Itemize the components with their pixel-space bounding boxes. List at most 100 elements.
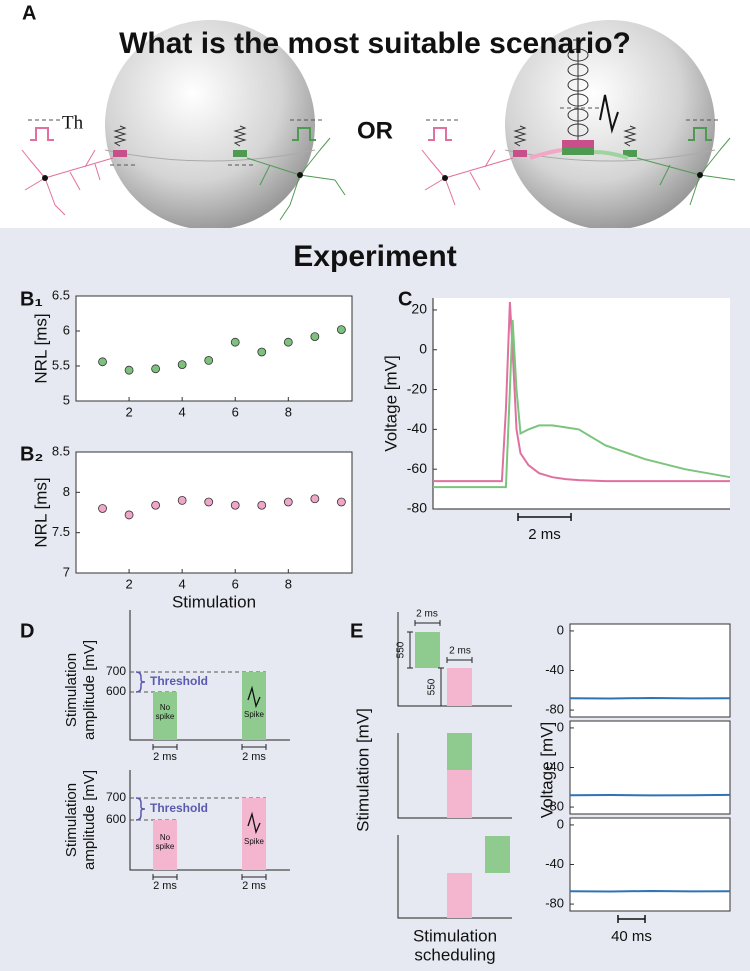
level-label: 700 (106, 664, 126, 678)
panel-label: B₁ (20, 288, 43, 310)
stimulus-diagram (129, 770, 290, 871)
panel-label: B₂ (20, 443, 43, 465)
y-tick-label: 7.5 (52, 524, 70, 539)
data-point (310, 494, 320, 504)
y-axis-label: NRL [ms] (31, 477, 50, 547)
y-axis-label: Stimulation [mV] (353, 708, 372, 832)
no-spike-label: No (160, 833, 171, 842)
x-tick-label: 4 (179, 576, 186, 591)
y-axis-label: Voltage [mV] (381, 355, 400, 451)
x-tick-label: 8 (285, 576, 292, 591)
panel-a-art (504, 149, 716, 162)
y-tick-label: 7 (63, 564, 70, 579)
schedule-diagram (447, 873, 472, 918)
schedule-diagram (397, 612, 512, 707)
amplitude-label: 550 (396, 641, 407, 658)
data-point (257, 347, 267, 357)
stimulus-diagram (152, 744, 267, 750)
schedule-diagram (447, 733, 472, 770)
data-point (230, 337, 240, 347)
y-tick-label: -20 (407, 380, 427, 396)
data-line (569, 889, 731, 893)
scale-bar-label: 40 ms (611, 928, 652, 945)
y-tick-label: 6 (63, 322, 70, 337)
y-tick-label: 8.5 (52, 443, 70, 458)
schedule-diagram (407, 620, 473, 707)
x-tick-label: 6 (232, 404, 239, 419)
panel-label: D (20, 620, 34, 642)
plot-area (433, 298, 730, 509)
panel-a-art (599, 94, 619, 134)
stimulus-diagram (247, 685, 261, 709)
panel-a-art (113, 125, 127, 147)
panel-title: What is the most suitable scenario? (119, 27, 631, 60)
schedule-diagram (447, 668, 472, 706)
y-tick-label: -40 (545, 759, 564, 774)
panel-a-art (688, 127, 712, 141)
stimulus-diagram (152, 874, 267, 880)
x-axis-label: Stimulation (413, 926, 497, 945)
x-tick-label: 2 (125, 404, 132, 419)
schedule-diagram (397, 612, 512, 919)
panel-a-art (513, 125, 527, 147)
stimulus-diagram (135, 671, 146, 693)
duration-label: 2 ms (242, 880, 266, 892)
data-point (151, 500, 161, 510)
data-line (569, 696, 731, 700)
panel-a-art (442, 175, 448, 181)
data-point (336, 497, 346, 507)
panel-a-art (233, 150, 247, 157)
amplitude-label: 550 (427, 678, 438, 695)
panel-a-art (697, 172, 703, 178)
data-point (177, 495, 187, 505)
data-point (283, 337, 293, 347)
stimulus-diagram (129, 610, 290, 880)
y-tick-label: 6.5 (52, 287, 70, 302)
duration-label: 2 ms (153, 751, 177, 763)
y-tick-label: 0 (419, 340, 427, 356)
stimulus-diagram (242, 672, 266, 740)
y-tick-label: 8 (63, 484, 70, 499)
data-line (569, 793, 731, 797)
y-tick-label: 5 (63, 392, 70, 407)
data-point (204, 497, 214, 507)
panel-a-art (233, 125, 247, 147)
panel-a-art (21, 149, 114, 216)
y-axis-label: amplitude [mV] (81, 770, 98, 870)
threshold-label: Th (62, 112, 84, 133)
stimulus-diagram (153, 692, 177, 740)
panel-label: C (398, 288, 412, 310)
scale-bar-label: 2 ms (528, 526, 561, 543)
x-axis-label: scheduling (414, 945, 495, 964)
scale-bar (617, 915, 646, 923)
threshold-label: Threshold (150, 674, 208, 688)
stimulus-diagram (135, 797, 146, 821)
panel-a-art (513, 150, 527, 157)
data-point (98, 504, 107, 513)
panel-a-art (593, 150, 629, 160)
y-tick-label: -80 (545, 896, 564, 911)
level-label: 600 (106, 684, 126, 698)
spike-label: Spike (244, 837, 265, 846)
x-tick-label: 4 (179, 404, 186, 419)
y-tick-label: 5.5 (52, 357, 70, 372)
panel-a-art (529, 148, 563, 160)
y-tick-label: 0 (557, 816, 564, 831)
data-line (433, 301, 730, 483)
panel-a-art (567, 39, 589, 137)
data-point (124, 510, 134, 520)
section-title: Experiment (293, 240, 456, 273)
y-tick-label: -40 (545, 856, 564, 871)
stimulus-diagram (242, 798, 266, 870)
schedule-diagram (415, 632, 440, 668)
stimulus-diagram (129, 610, 290, 741)
y-tick-label: -80 (407, 500, 427, 516)
y-axis-label: amplitude [mV] (81, 640, 98, 740)
scale-bar (517, 513, 572, 521)
y-tick-label: 20 (411, 301, 427, 317)
panel-a-art (105, 20, 315, 230)
panel-a-art (292, 127, 316, 141)
y-tick-label: -80 (545, 702, 564, 717)
data-point (151, 364, 161, 374)
y-tick-label: 0 (557, 622, 564, 637)
